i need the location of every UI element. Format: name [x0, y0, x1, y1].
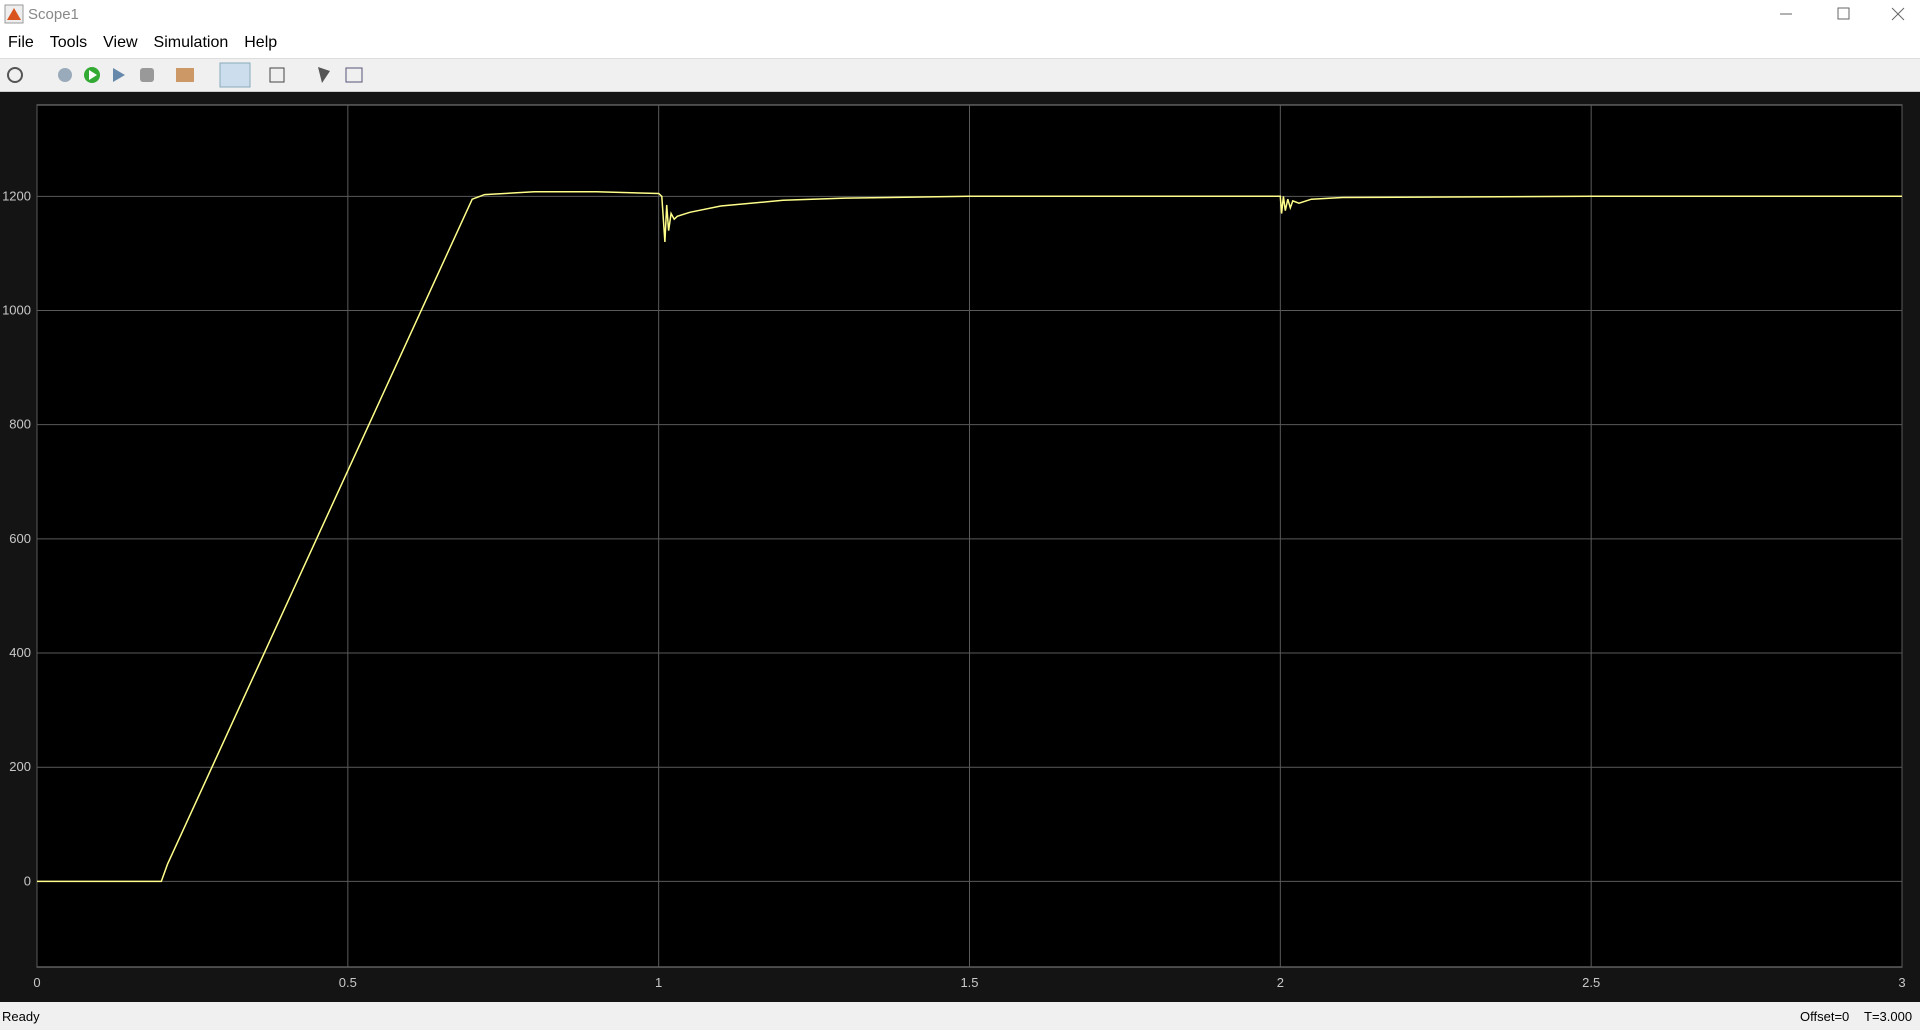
y-tick-label: 600: [9, 531, 31, 546]
scope-area: 0 200 400 600 800 1000 1200 0 0.5 1 1.5 2 2.5 3: [0, 92, 1920, 1002]
menu-item[interactable]: Help: [244, 34, 278, 51]
y-tick-label: 0: [24, 873, 31, 888]
chart: 0 200 400 600 800 1000 1200 0 0.5 1 1.5 2 2.5 3: [2, 104, 1906, 990]
menu-item[interactable]: File: [8, 34, 34, 51]
x-tick-label: 1: [655, 975, 662, 990]
offset: Offset=0: [1800, 1009, 1850, 1024]
y-tick-label: 400: [9, 645, 31, 660]
y-tick-label: 800: [9, 417, 31, 432]
status-text: Ready: [2, 1009, 40, 1024]
app-icon: [4, 4, 24, 24]
x-tick-label: 1.5: [960, 975, 978, 990]
title-bar: Scope1: [0, 0, 1920, 28]
toolbar: [0, 58, 1920, 92]
window-controls[interactable]: [1770, 0, 1920, 28]
y-tick-label: 1200: [2, 188, 31, 203]
x-tick-label: 2.5: [1582, 975, 1600, 990]
menu-item[interactable]: Tools: [49, 34, 88, 51]
status-bar: Ready Offset=0 T=3.000: [0, 1002, 1920, 1030]
x-tick-label: 0: [33, 975, 40, 990]
menu-item[interactable]: Simulation: [153, 34, 229, 51]
menu-item[interactable]: View: [103, 34, 138, 51]
x-tick-label: 0.5: [339, 975, 357, 990]
x-tick-label: 2: [1277, 975, 1284, 990]
y-tick-label: 200: [9, 759, 31, 774]
window-title: Scope1: [28, 6, 79, 23]
menu-bar: File Tools View Simulation Help: [0, 30, 1920, 56]
toolbar-icons[interactable]: [0, 59, 400, 91]
y-tick-label: 1000: [2, 303, 31, 318]
data-line: [37, 191, 1902, 883]
x-tick-label: 3: [1898, 975, 1905, 990]
time: T=3.000: [1864, 1009, 1913, 1024]
